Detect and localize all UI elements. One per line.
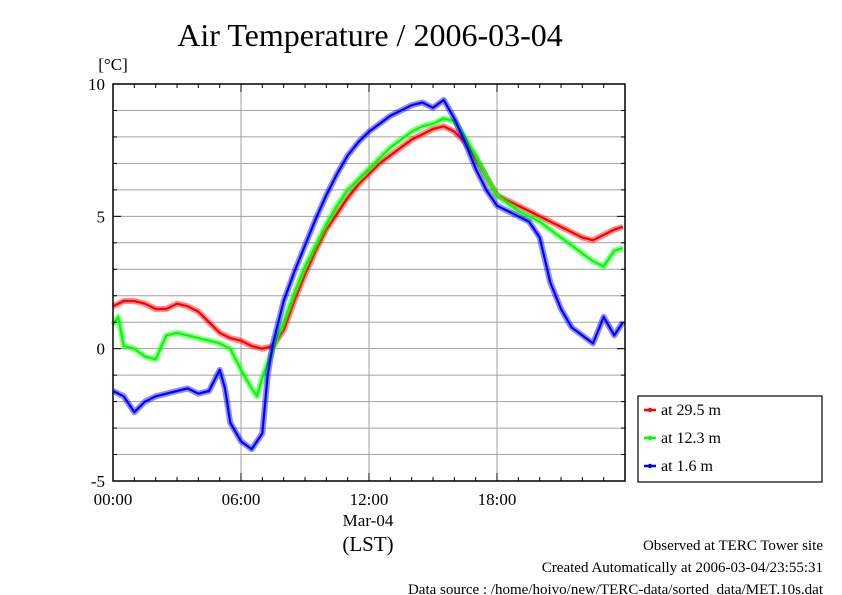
chart-title: Air Temperature / 2006-03-04	[177, 17, 563, 53]
legend-label: at 12.3 m	[661, 430, 722, 447]
x-tick-label: 00:00	[94, 490, 133, 509]
series-line	[112, 117, 624, 398]
legend-box	[637, 395, 823, 483]
y-tick-label: 5	[97, 207, 106, 226]
x-tick-label: 12:00	[350, 490, 389, 509]
y-tick-label: 10	[88, 75, 105, 94]
series-layer	[110, 96, 626, 453]
created-note: Created Automatically at 2006-03-04/23:5…	[542, 560, 823, 576]
data-source-note: Data source : /home/hoivo/new/TERC-data/…	[408, 582, 824, 595]
x-tick-label: 06:00	[222, 490, 261, 509]
legend-label: at 1.6 m	[661, 458, 714, 475]
series-at-1-6-m	[111, 96, 626, 453]
x-axis-ticks: 00:00 06:00 12:00 18:00	[94, 84, 626, 509]
series-at-29-5-m	[111, 123, 624, 352]
series-at-12-3-m	[110, 115, 624, 400]
y-axis-ticks: 10 5 0 -5	[88, 75, 625, 491]
y-tick-label: 0	[97, 340, 106, 359]
legend: at 29.5 m at 12.3 m at 1.6 m	[644, 402, 722, 475]
series-line	[112, 125, 624, 350]
legend-label: at 29.5 m	[661, 402, 722, 419]
series-line-halo	[111, 96, 626, 453]
date-label: Mar-04	[343, 511, 394, 530]
y-axis-unit-label: [°C]	[98, 55, 127, 74]
series-line-halo	[111, 123, 624, 352]
x-tick-label: 18:00	[478, 490, 517, 509]
grid-lines	[113, 84, 625, 481]
series-line	[112, 98, 624, 451]
legend-swatch-dot	[647, 463, 653, 469]
x-axis-label: (LST)	[342, 532, 393, 556]
y-tick-label: -5	[91, 472, 105, 491]
legend-swatch-dot	[647, 435, 653, 441]
legend-swatch-dot	[647, 407, 653, 413]
site-note: Observed at TERC Tower site	[643, 538, 823, 554]
